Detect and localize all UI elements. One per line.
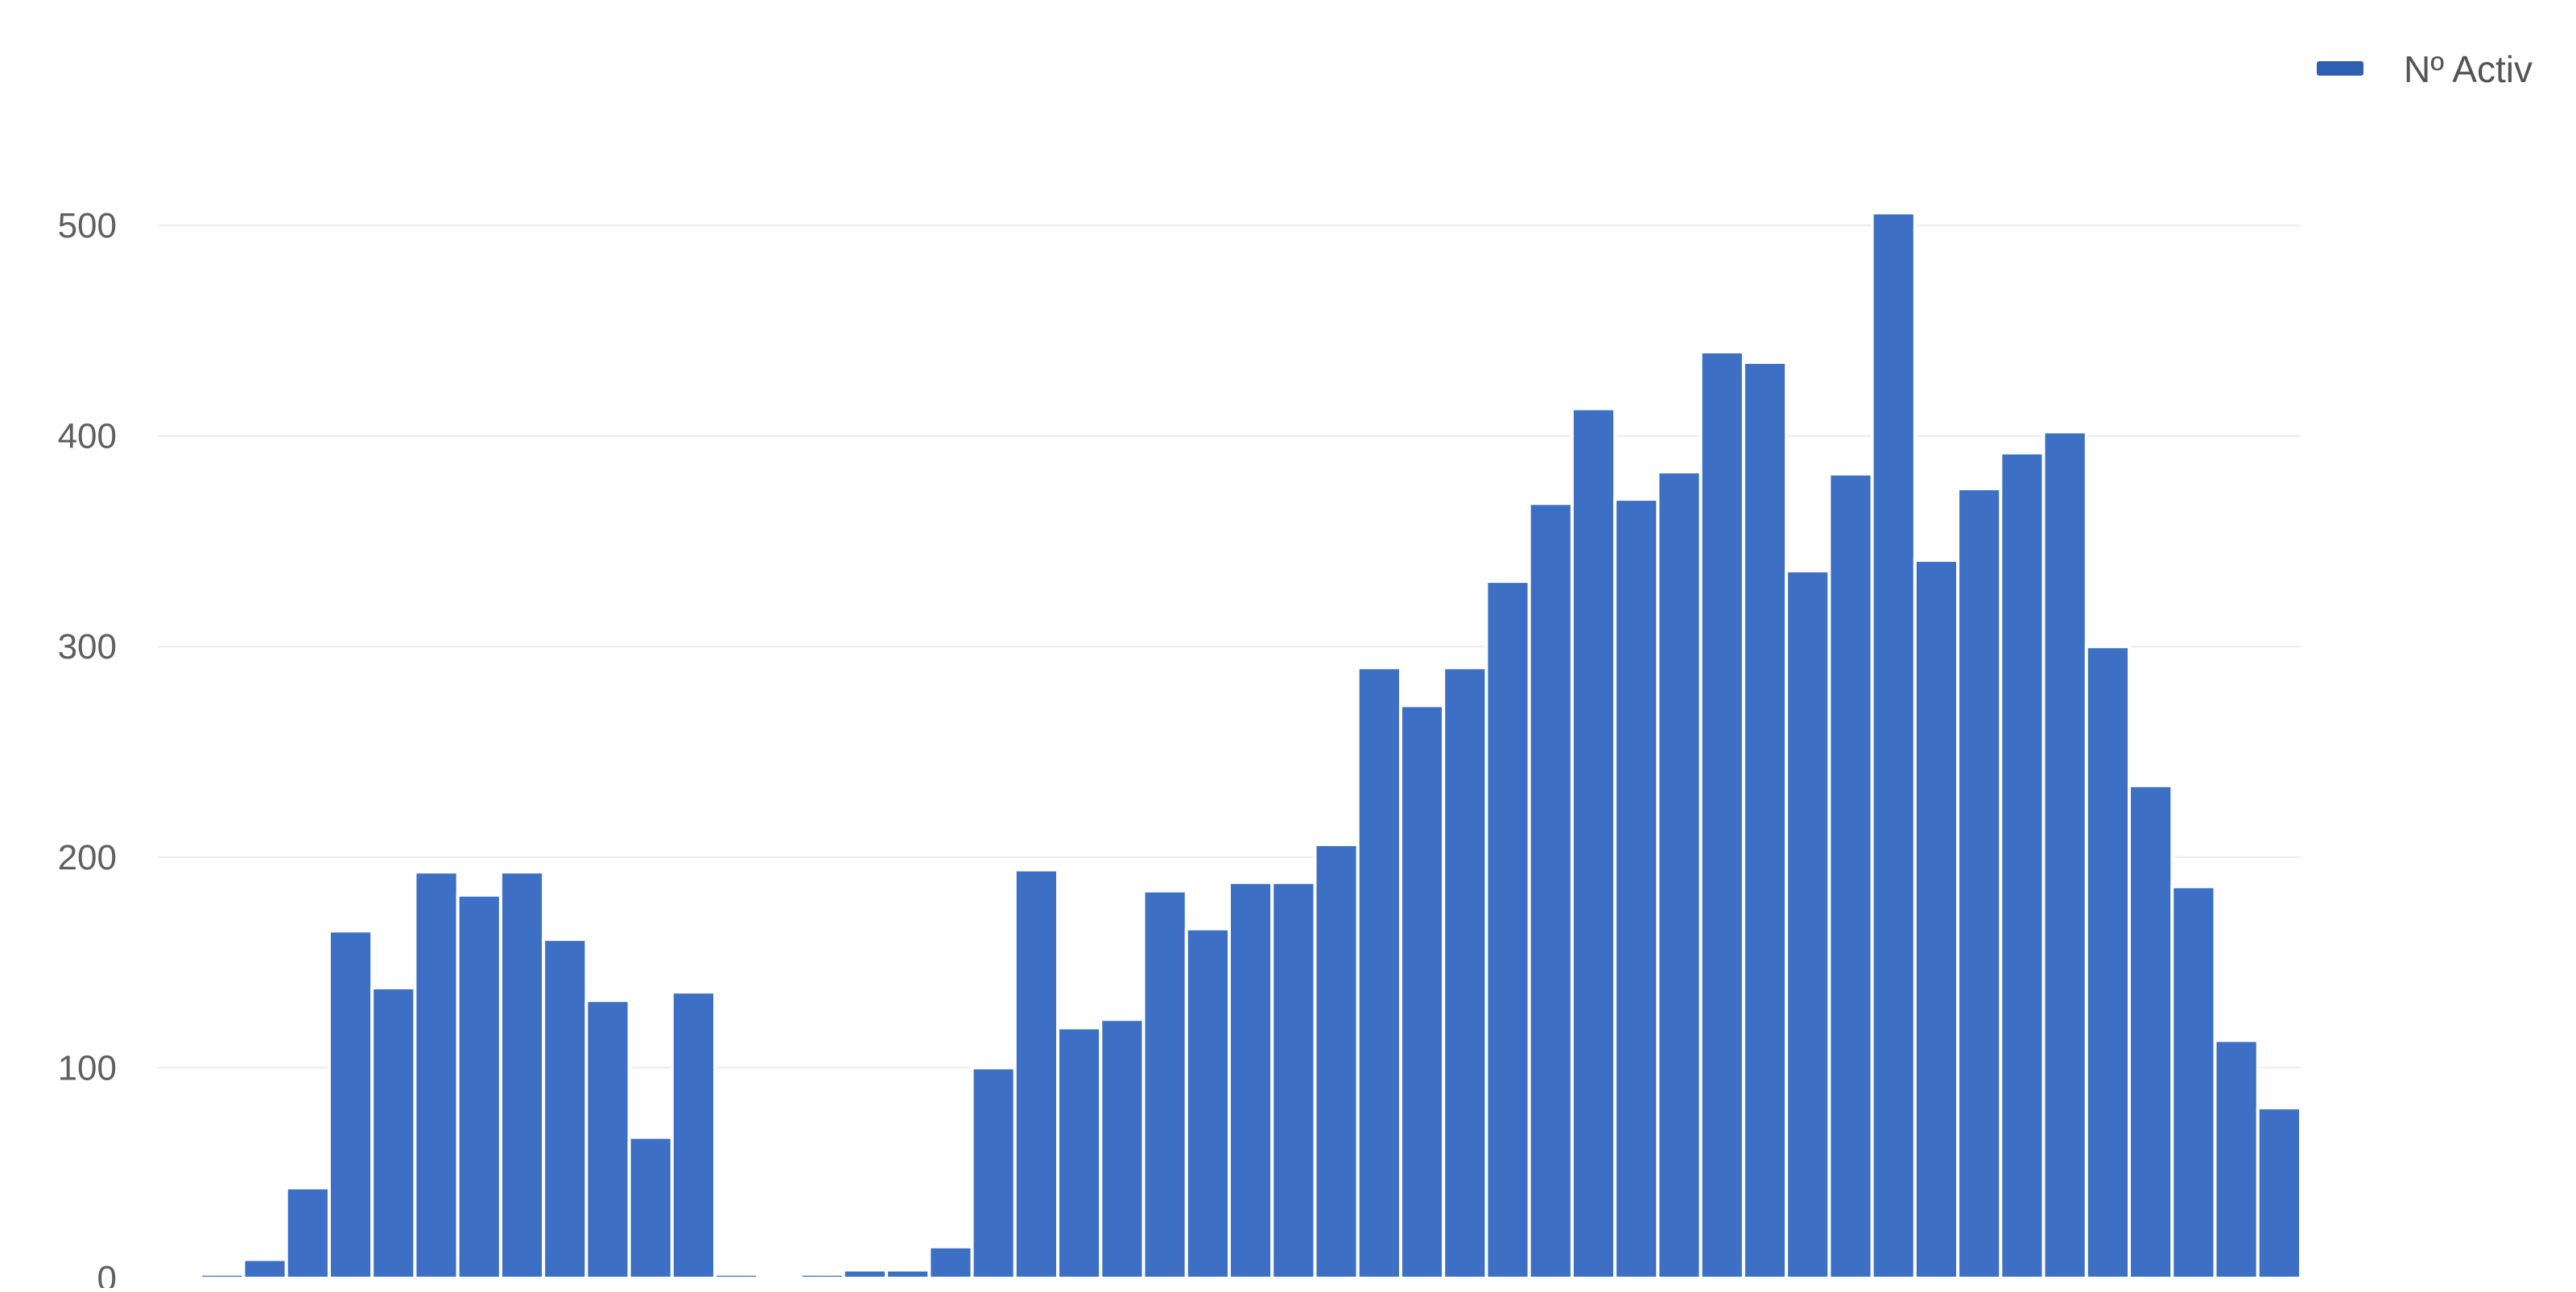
bar bbox=[713, 1272, 760, 1280]
bar bbox=[1099, 1018, 1146, 1281]
y-tick-label: 500 bbox=[58, 206, 117, 246]
bar bbox=[156, 1274, 203, 1281]
bar bbox=[1613, 497, 1660, 1280]
y-axis-ticks: 0 100 200 300 400 500 bbox=[58, 206, 117, 1292]
bar bbox=[1913, 558, 1960, 1280]
bar bbox=[2170, 885, 2217, 1280]
bar bbox=[1484, 580, 1531, 1280]
legend: Nº Activ bbox=[2317, 48, 2533, 90]
bar bbox=[1356, 666, 1402, 1280]
bar bbox=[199, 1272, 246, 1280]
y-tick-label: 0 bbox=[97, 1259, 117, 1288]
y-tick-label: 200 bbox=[58, 838, 117, 877]
bar bbox=[1785, 569, 1831, 1280]
bar bbox=[370, 985, 417, 1280]
bar bbox=[456, 893, 502, 1280]
bar bbox=[885, 1268, 931, 1281]
bar bbox=[1184, 927, 1232, 1281]
bar bbox=[1570, 407, 1617, 1280]
bar bbox=[627, 1135, 674, 1281]
bar bbox=[1228, 881, 1274, 1281]
bar bbox=[2128, 783, 2174, 1280]
bar bbox=[1527, 502, 1574, 1280]
bar bbox=[1870, 211, 1917, 1281]
bar bbox=[327, 929, 374, 1280]
bar bbox=[799, 1272, 845, 1280]
bar bbox=[1999, 451, 2046, 1281]
legend-label: Nº Activ bbox=[2404, 48, 2533, 90]
bar bbox=[970, 1066, 1017, 1281]
bars bbox=[156, 211, 2303, 1281]
bar bbox=[927, 1245, 974, 1281]
legend-swatch bbox=[2317, 61, 2363, 76]
y-tick-label: 400 bbox=[58, 417, 117, 456]
bar bbox=[1699, 349, 1745, 1281]
bar bbox=[242, 1257, 288, 1281]
bar bbox=[584, 998, 631, 1280]
bar bbox=[1141, 889, 1188, 1280]
bar bbox=[756, 1274, 803, 1281]
bar bbox=[413, 870, 460, 1281]
bar bbox=[284, 1186, 331, 1280]
bar bbox=[2256, 1106, 2303, 1280]
bar bbox=[2084, 645, 2132, 1280]
y-tick-label: 100 bbox=[58, 1048, 117, 1088]
bar bbox=[498, 870, 546, 1281]
bar bbox=[841, 1268, 889, 1281]
bar bbox=[542, 937, 588, 1280]
bar bbox=[2041, 430, 2088, 1280]
bar bbox=[1442, 666, 1488, 1280]
bar bbox=[1056, 1026, 1103, 1281]
bar bbox=[2213, 1038, 2260, 1280]
bar bbox=[1313, 843, 1360, 1280]
bar bbox=[1741, 361, 1789, 1280]
bar bbox=[1656, 470, 1703, 1280]
y-tick-label: 300 bbox=[58, 627, 117, 667]
bar bbox=[1398, 704, 1446, 1280]
bar bbox=[670, 990, 717, 1280]
bar bbox=[1827, 472, 1874, 1280]
bar bbox=[1956, 487, 2003, 1280]
bar bbox=[1013, 868, 1060, 1280]
bar bbox=[1270, 881, 1317, 1281]
